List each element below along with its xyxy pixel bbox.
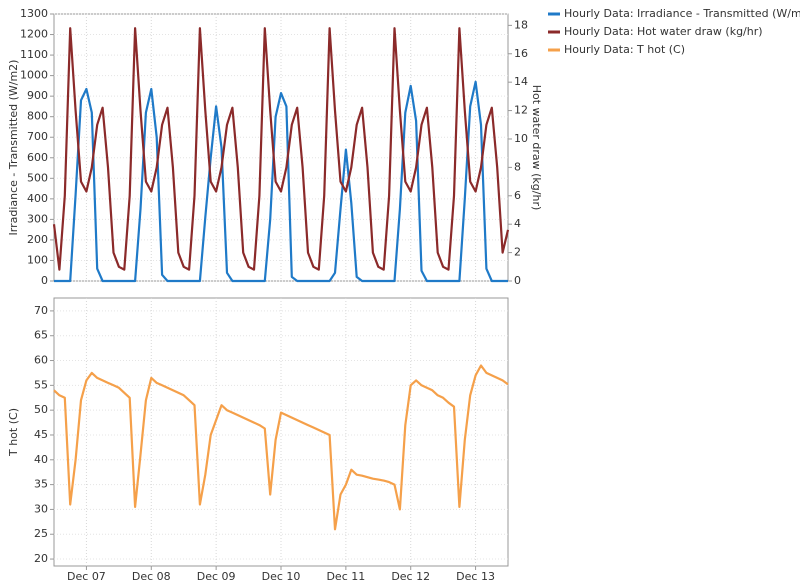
- x-tick-label: Dec 10: [262, 570, 301, 583]
- y-tick-label: 1300: [20, 7, 48, 20]
- y-tick-label: 500: [27, 171, 48, 184]
- y-tick-label: 50: [34, 403, 48, 416]
- y2-tick-label: 6: [514, 189, 521, 202]
- y-tick-label: 1000: [20, 69, 48, 82]
- y2-tick-label: 0: [514, 274, 521, 287]
- y-tick-label: 600: [27, 151, 48, 164]
- y-tick-label: 400: [27, 192, 48, 205]
- y2-tick-label: 14: [514, 75, 528, 88]
- y-tick-label: 700: [27, 130, 48, 143]
- data-line: [52, 27, 510, 271]
- legend: Hourly Data: Irradiance - Transmitted (W…: [548, 7, 800, 56]
- legend-label: Hourly Data: T hot (C): [564, 43, 685, 56]
- data-line: [54, 80, 508, 283]
- y-axis-title: Irradiance - Transmitted (W/m2): [7, 60, 20, 236]
- y-tick-label: 45: [34, 428, 48, 441]
- plot-area: [53, 297, 509, 567]
- y-tick-label: 70: [34, 304, 48, 317]
- y2-tick-label: 16: [514, 47, 528, 60]
- y-axis-title: T hot (C): [7, 408, 20, 457]
- y2-tick-label: 2: [514, 246, 521, 259]
- y-tick-label: 300: [27, 212, 48, 225]
- y2-tick-label: 10: [514, 132, 528, 145]
- y2-tick-label: 4: [514, 217, 521, 230]
- x-tick-label: Dec 13: [456, 570, 495, 583]
- y-tick-label: 200: [27, 233, 48, 246]
- legend-label: Hourly Data: Hot water draw (kg/hr): [564, 25, 763, 38]
- y2-axis-title: Hot water draw (kg/hr): [530, 85, 543, 211]
- x-tick-label: Dec 08: [132, 570, 171, 583]
- y-tick-label: 60: [34, 354, 48, 367]
- y-tick-label: 20: [34, 552, 48, 565]
- y2-tick-label: 18: [514, 18, 528, 31]
- y-tick-label: 55: [34, 378, 48, 391]
- y-tick-label: 40: [34, 453, 48, 466]
- y-tick-label: 65: [34, 329, 48, 342]
- x-tick-label: Dec 11: [326, 570, 365, 583]
- y-tick-label: 35: [34, 478, 48, 491]
- data-line: [53, 364, 509, 531]
- x-tick-label: Dec 07: [67, 570, 106, 583]
- legend-label: Hourly Data: Irradiance - Transmitted (W…: [564, 7, 800, 20]
- plot-area: [53, 13, 509, 282]
- y-tick-label: 1200: [20, 28, 48, 41]
- y-tick-label: 800: [27, 110, 48, 123]
- x-tick-label: Dec 09: [197, 570, 236, 583]
- y-tick-label: 1100: [20, 48, 48, 61]
- y2-tick-label: 12: [514, 104, 528, 117]
- x-tick-label: Dec 12: [391, 570, 430, 583]
- y-tick-label: 100: [27, 253, 48, 266]
- y-tick-label: 30: [34, 502, 48, 515]
- y-tick-label: 900: [27, 89, 48, 102]
- y2-tick-label: 8: [514, 160, 521, 173]
- y-tick-label: 25: [34, 527, 48, 540]
- y-tick-label: 0: [41, 274, 48, 287]
